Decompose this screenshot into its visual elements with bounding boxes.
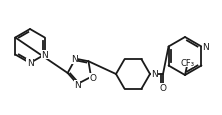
Text: N: N xyxy=(27,59,33,68)
Text: N: N xyxy=(74,81,81,90)
Text: CF₃: CF₃ xyxy=(180,58,194,67)
Text: O: O xyxy=(159,83,166,92)
Text: O: O xyxy=(89,74,97,83)
Text: N: N xyxy=(41,51,48,59)
Text: N: N xyxy=(151,70,158,79)
Text: N: N xyxy=(71,55,78,64)
Text: N: N xyxy=(202,43,209,52)
